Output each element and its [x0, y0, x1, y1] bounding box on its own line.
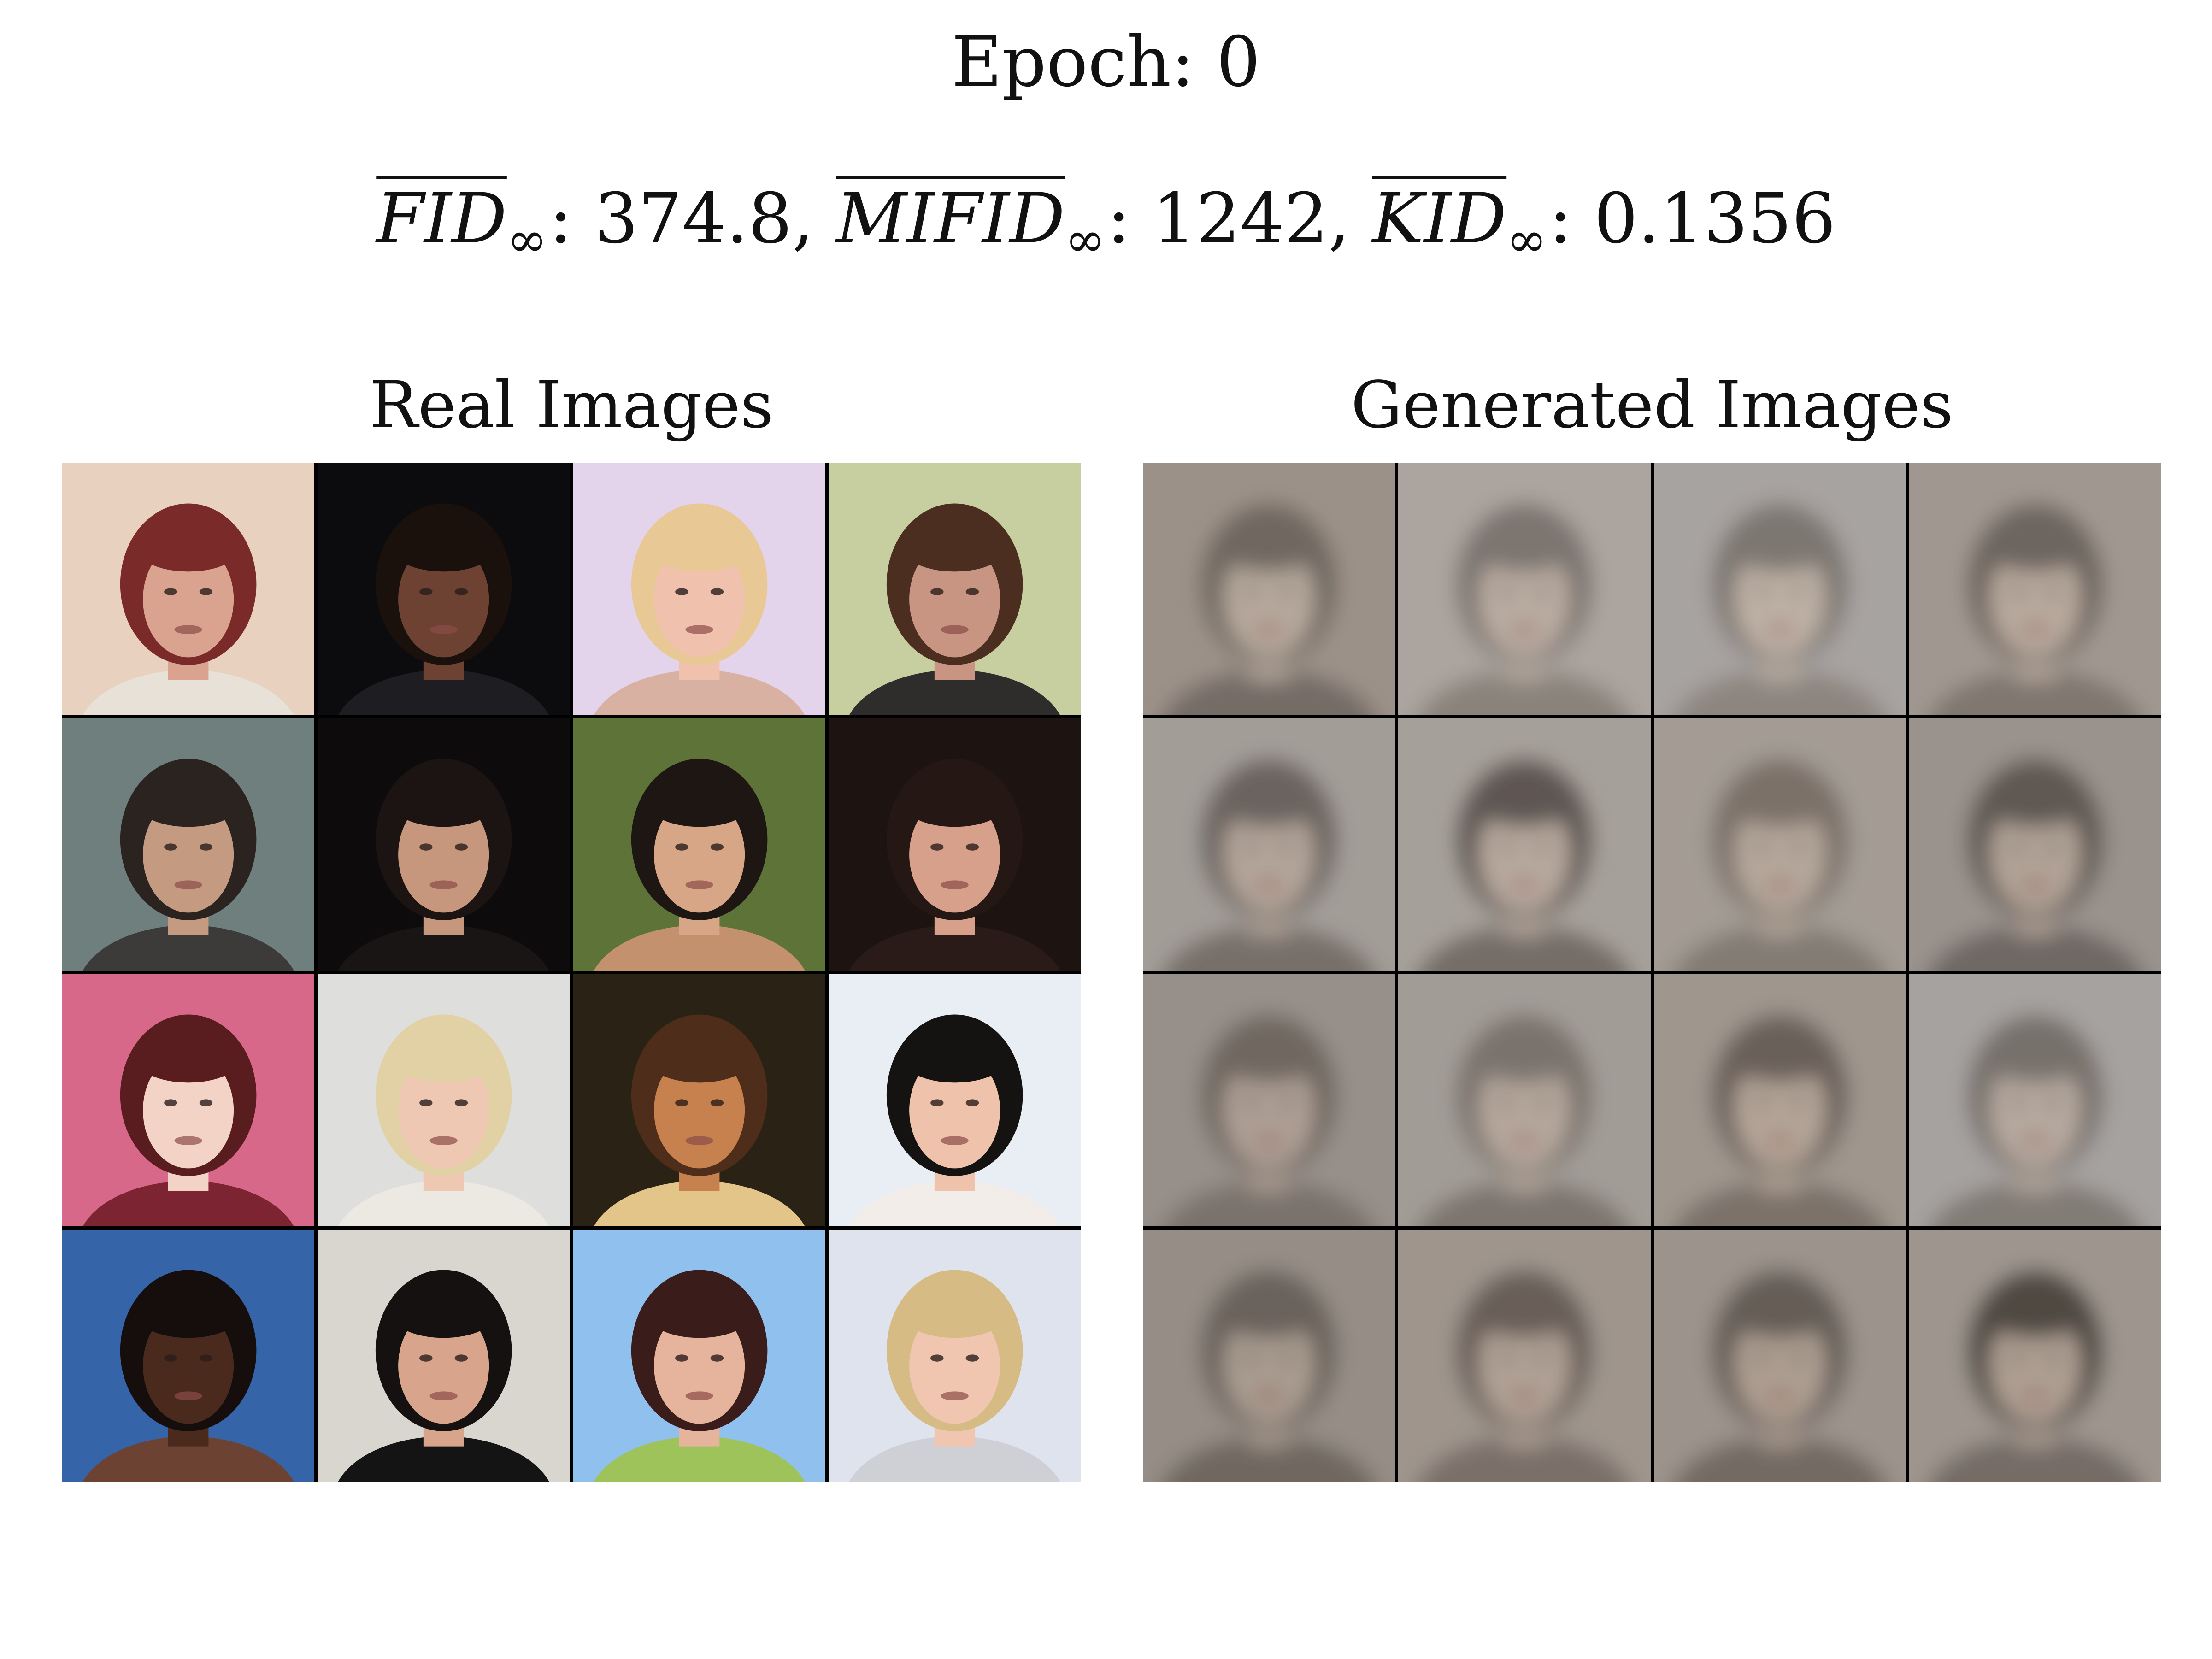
- mifid-label: MIFID: [836, 179, 1065, 259]
- kid-value: 0.1356: [1594, 179, 1836, 259]
- generated-image-15: [1653, 1229, 1906, 1482]
- generated-image-3: [1653, 463, 1906, 716]
- real-image-7: [573, 718, 825, 971]
- real-images-title: Real Images: [369, 368, 774, 443]
- generated-image-11: [1653, 974, 1906, 1226]
- fid-subscript: ∞: [506, 212, 547, 268]
- generated-images-title: Generated Images: [1351, 368, 1953, 443]
- generated-image-6: [1398, 718, 1651, 971]
- real-image-10: [318, 974, 570, 1226]
- real-image-12: [828, 974, 1081, 1226]
- generated-image-8: [1909, 718, 2161, 971]
- generated-image-7: [1653, 718, 1906, 971]
- kid-subscript: ∞: [1506, 212, 1547, 268]
- real-image-13: [62, 1229, 315, 1482]
- generated-image-13: [1143, 1229, 1395, 1482]
- real-image-15: [573, 1229, 825, 1482]
- real-image-9: [62, 974, 315, 1226]
- generated-image-16: [1909, 1229, 2161, 1482]
- real-image-14: [318, 1229, 570, 1482]
- mifid-subscript: ∞: [1065, 212, 1106, 268]
- real-image-16: [828, 1229, 1081, 1482]
- kid-label: KID: [1372, 179, 1507, 259]
- real-image-4: [828, 463, 1081, 716]
- generated-images-grid: [1143, 463, 2161, 1482]
- generated-image-10: [1398, 974, 1651, 1226]
- real-image-11: [573, 974, 825, 1226]
- real-images-grid: [62, 463, 1081, 1482]
- generated-image-2: [1398, 463, 1651, 716]
- generated-image-9: [1143, 974, 1395, 1226]
- mifid-value: 1242: [1152, 179, 1329, 259]
- generated-image-1: [1143, 463, 1395, 716]
- real-image-3: [573, 463, 825, 716]
- metrics-line: FID∞: 374.8, MIFID∞: 1242, KID∞: 0.1356: [376, 179, 1836, 268]
- real-image-6: [318, 718, 570, 971]
- real-image-1: [62, 463, 315, 716]
- fid-value: 374.8: [594, 179, 792, 259]
- generated-image-12: [1909, 974, 2161, 1226]
- figure-title: Epoch: 0: [951, 22, 1261, 102]
- real-image-8: [828, 718, 1081, 971]
- generated-image-5: [1143, 718, 1395, 971]
- real-image-5: [62, 718, 315, 971]
- generated-image-4: [1909, 463, 2161, 716]
- fid-label: FID: [376, 179, 507, 259]
- real-image-2: [318, 463, 570, 716]
- generated-image-14: [1398, 1229, 1651, 1482]
